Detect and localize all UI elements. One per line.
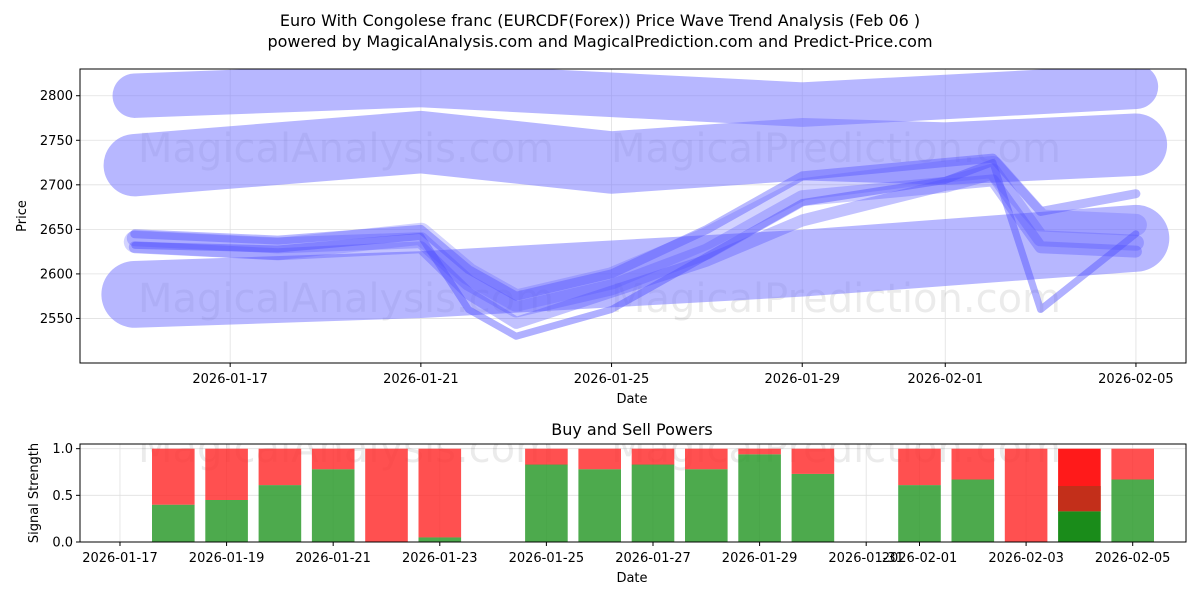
power-x-axis-label: Date: [616, 571, 647, 586]
buy-bar: [152, 504, 195, 542]
power-x-tick-label: 2026-02-03: [988, 551, 1064, 566]
sell-bar: [152, 448, 195, 505]
buy-bar: [951, 479, 995, 542]
buy-bar: [258, 485, 302, 542]
buy-bar: [791, 473, 835, 542]
sell-bar: [525, 448, 568, 465]
price-x-tick-label: 2026-01-29: [764, 372, 840, 387]
sell-bar: [418, 448, 462, 538]
price-y-tick-label: 2750: [40, 134, 73, 149]
power-x-tick-label: 2026-01-19: [189, 551, 265, 566]
sell-bar: [258, 448, 302, 486]
power-x-tick-label: 2026-02-01: [882, 551, 958, 566]
power-x-tick-label: 2026-02-05: [1095, 551, 1171, 566]
sell-bar: [311, 448, 355, 470]
buy-bar: [311, 469, 355, 542]
power-y-tick-label: 0.5: [52, 489, 73, 504]
power-x-tick-label: 2026-01-25: [509, 551, 585, 566]
buy-bar: [205, 500, 248, 542]
sell-bar: [1004, 448, 1048, 542]
sell-bar: [685, 448, 728, 470]
trend-band-lower-channel: [101, 204, 1170, 328]
power-x-tick-label: 2026-01-23: [402, 551, 478, 566]
price-x-tick-label: 2026-01-17: [192, 372, 268, 387]
price-x-axis-label: Date: [616, 392, 647, 407]
power-y-tick-label: 1.0: [52, 442, 73, 457]
sell-bar: [791, 448, 835, 474]
price-x-tick-label: 2026-01-21: [383, 372, 459, 387]
price-y-tick-label: 2800: [40, 89, 73, 104]
wave-line-wave-5: [131, 159, 1140, 340]
power-x-ticks: 2026-01-17 2026-01-19 2026-01-21 2026-01-23…: [82, 542, 1170, 566]
chart-title-line2: powered by MagicalAnalysis.com and Magic…: [267, 32, 932, 51]
sell-bar: [898, 448, 941, 486]
price-x-ticks: 2026-01-17 2026-01-21 2026-01-25 2026-01-29…: [192, 363, 1174, 387]
wave-line-wave-4: [130, 153, 1141, 301]
chart-title-line1: Euro With Congolese franc (EURCDF(Forex)…: [280, 11, 920, 30]
buy-bar: [418, 537, 462, 542]
power-x-tick-label: 2026-01-27: [615, 551, 691, 566]
buy-bar: [898, 485, 941, 542]
power-x-tick-label: 2026-01-17: [82, 551, 158, 566]
price-y-tick-label: 2600: [40, 267, 73, 282]
power-y-axis-label: Signal Strength: [27, 443, 42, 543]
sell-bar: [631, 448, 675, 465]
buy-bar: [525, 464, 568, 542]
power-x-tick-label: 2026-01-21: [295, 551, 371, 566]
power-y-ticks: 0.0 0.5 1.0: [52, 442, 80, 551]
buy-bar: [578, 469, 621, 542]
trend-bands: [101, 69, 1170, 328]
price-x-tick-label: 2026-02-01: [907, 372, 983, 387]
price-y-tick-label: 2700: [40, 178, 73, 193]
power-bars: [152, 448, 1154, 542]
power-axes-frame: [79, 443, 1187, 543]
buy-bar: [631, 464, 675, 542]
buy-bar: [685, 469, 728, 542]
trend-band-middle-channel: [103, 110, 1168, 197]
price-axes-frame: [79, 68, 1187, 364]
sell-bar: [578, 448, 621, 470]
buy-bar: [738, 454, 781, 542]
wave-line-wave-1: [123, 156, 1147, 312]
wave-lines: [123, 153, 1147, 340]
sell-bar: [951, 448, 995, 480]
sell-bar: [738, 448, 781, 455]
power-x-tick-label: 2026-01-29: [722, 551, 798, 566]
buy-bar: [1058, 511, 1101, 542]
trend-band-upper-channel: [112, 69, 1159, 127]
price-x-tick-label: 2026-02-05: [1098, 372, 1174, 387]
buy-bar: [1111, 479, 1154, 542]
price-y-tick-label: 2650: [40, 223, 73, 238]
price-x-tick-label: 2026-01-25: [574, 372, 650, 387]
price-y-tick-label: 2550: [40, 312, 73, 327]
wave-line-wave-2: [126, 163, 1144, 318]
overlap-bar: [1058, 486, 1101, 512]
price-y-ticks: 2550 2600 2650 2700 2750 2800: [40, 89, 80, 327]
power-y-tick-label: 0.0: [52, 536, 73, 551]
price-y-axis-label: Price: [15, 200, 30, 232]
power-chart-title: Buy and Sell Powers: [551, 420, 713, 439]
sell-bar: [365, 448, 408, 542]
sell-bar: [205, 448, 248, 500]
wave-line-wave-3: [128, 174, 1142, 329]
sell-bar: [1111, 448, 1154, 480]
power-x-tick-label: 2026-01-31: [828, 551, 904, 566]
